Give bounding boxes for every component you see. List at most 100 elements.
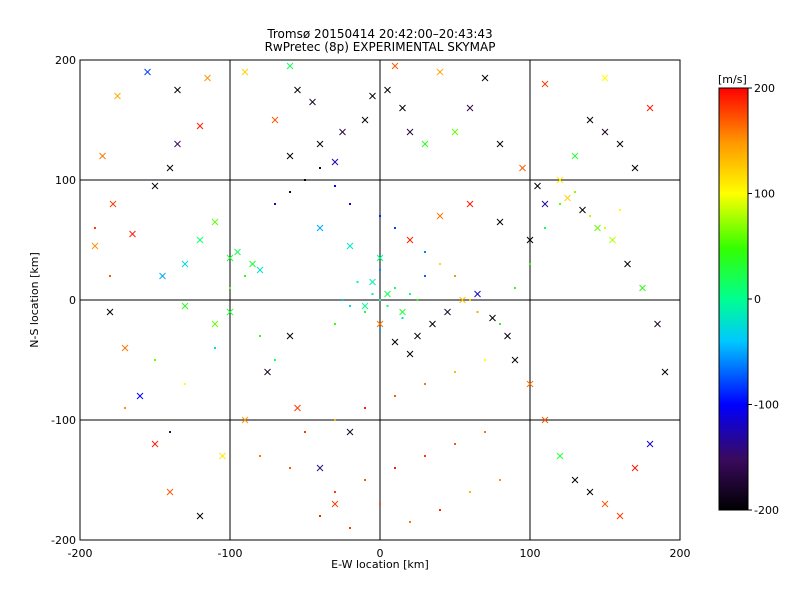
- x-marker-point: [496, 218, 504, 226]
- dot-marker-point: [409, 293, 411, 295]
- x-marker-point: [369, 278, 376, 286]
- x-marker-point: [339, 128, 346, 136]
- dot-marker-point: [476, 311, 479, 313]
- dot-marker-point: [334, 185, 336, 187]
- x-marker-point: [579, 206, 586, 214]
- x-marker-point: [414, 332, 421, 340]
- x-marker-point: [136, 392, 144, 400]
- dot-marker-point: [334, 419, 336, 421]
- dot-marker-point: [154, 359, 156, 361]
- dot-marker-point: [454, 275, 456, 277]
- dot-marker-point: [274, 203, 276, 205]
- x-marker-point: [541, 416, 549, 424]
- x-marker-point: [286, 332, 294, 340]
- dot-marker-point: [364, 311, 366, 313]
- dot-marker-point: [394, 395, 396, 397]
- x-marker-point: [391, 62, 399, 70]
- x-marker-point: [406, 128, 414, 136]
- dot-marker-point: [379, 299, 381, 301]
- chart-title: Tromsø 20150414 20:42:00–20:43:43: [266, 27, 492, 41]
- x-marker-point: [99, 152, 106, 160]
- dot-marker-point: [454, 371, 456, 373]
- chart-subtitle: RwPretec (8p) EXPERIMENTAL SKYMAP: [265, 40, 496, 54]
- plot-frame: [79, 59, 681, 541]
- colorbar-tick-labels: 200 100 0 -100 -200: [748, 82, 779, 517]
- dot-marker-point: [574, 191, 576, 193]
- x-marker-point: [294, 404, 301, 412]
- x-marker-point: [526, 380, 534, 388]
- x-marker-point: [496, 140, 504, 148]
- x-marker-point: [601, 74, 609, 82]
- x-marker-point: [601, 128, 609, 136]
- x-marker-point: [91, 242, 99, 250]
- x-marker-point: [361, 302, 369, 310]
- x-marker-point: [316, 140, 324, 148]
- x-marker-point: [504, 332, 511, 340]
- dot-marker-point: [386, 305, 389, 307]
- dot-marker-point: [289, 467, 291, 469]
- x-marker-point: [609, 236, 616, 244]
- x-marker-point: [639, 284, 646, 292]
- x-marker-point: [406, 350, 414, 358]
- x-marker-point: [129, 230, 136, 238]
- x-marker-point: [166, 164, 174, 172]
- x-marker-point: [159, 272, 166, 280]
- x-marker-point: [526, 236, 534, 244]
- y-axis-label: N-S location [km]: [28, 252, 41, 348]
- y-tick-labels: -200 -100 0 100 200: [51, 54, 76, 547]
- x-marker-point: [436, 212, 444, 220]
- x-marker-point: [556, 176, 564, 184]
- dot-marker-point: [559, 203, 561, 205]
- dot-marker-point: [379, 269, 381, 271]
- x-marker-point: [196, 236, 204, 244]
- x-marker-point: [346, 428, 354, 436]
- x-marker-point: [421, 140, 429, 148]
- dot-marker-point: [334, 491, 336, 493]
- x-marker-point: [316, 464, 324, 472]
- x-marker-point: [286, 152, 294, 160]
- x-marker-point: [654, 320, 661, 328]
- x-marker-point: [616, 512, 624, 520]
- x-marker-point: [481, 74, 489, 82]
- x-tick-label: 100: [520, 547, 541, 560]
- x-marker-point: [541, 80, 549, 88]
- colorbar-label: [m/s]: [718, 73, 747, 86]
- colorbar-tick-label: -100: [754, 399, 779, 412]
- x-marker-point: [436, 68, 444, 76]
- x-marker-point: [264, 368, 271, 376]
- x-marker-point: [646, 440, 654, 448]
- x-marker-point: [106, 308, 114, 316]
- x-marker-point: [249, 260, 256, 268]
- dot-marker-point: [349, 305, 351, 307]
- colorbar-tick-label: 0: [754, 293, 761, 306]
- x-marker-point: [586, 116, 594, 124]
- dot-marker-point: [484, 359, 486, 361]
- dot-marker-point: [244, 275, 246, 277]
- dot-marker-point: [379, 215, 381, 217]
- dot-marker-point: [214, 347, 216, 349]
- x-marker-point: [151, 182, 159, 190]
- x-marker-point: [601, 500, 609, 508]
- x-marker-point: [571, 476, 579, 484]
- y-tick-label: 100: [55, 174, 76, 187]
- dot-marker-point: [439, 509, 441, 511]
- x-marker-point: [399, 308, 406, 316]
- x-marker-point: [286, 62, 294, 70]
- dot-marker-point: [169, 431, 171, 433]
- dot-marker-point: [439, 263, 441, 265]
- x-marker-point: [384, 290, 391, 298]
- x-marker-point: [661, 368, 669, 376]
- colorbar-tick-label: 200: [754, 82, 775, 95]
- x-marker-point: [174, 140, 181, 148]
- dot-marker-point: [379, 503, 381, 505]
- x-marker-point: [226, 254, 234, 262]
- y-tick-label: -200: [51, 534, 76, 547]
- x-marker-point: [489, 314, 496, 322]
- x-tick-label: 200: [670, 547, 691, 560]
- x-marker-point: [369, 92, 376, 100]
- x-marker-point: [631, 464, 639, 472]
- dot-marker-point: [469, 491, 471, 493]
- dot-marker-point: [319, 167, 321, 169]
- x-marker-point: [594, 224, 601, 232]
